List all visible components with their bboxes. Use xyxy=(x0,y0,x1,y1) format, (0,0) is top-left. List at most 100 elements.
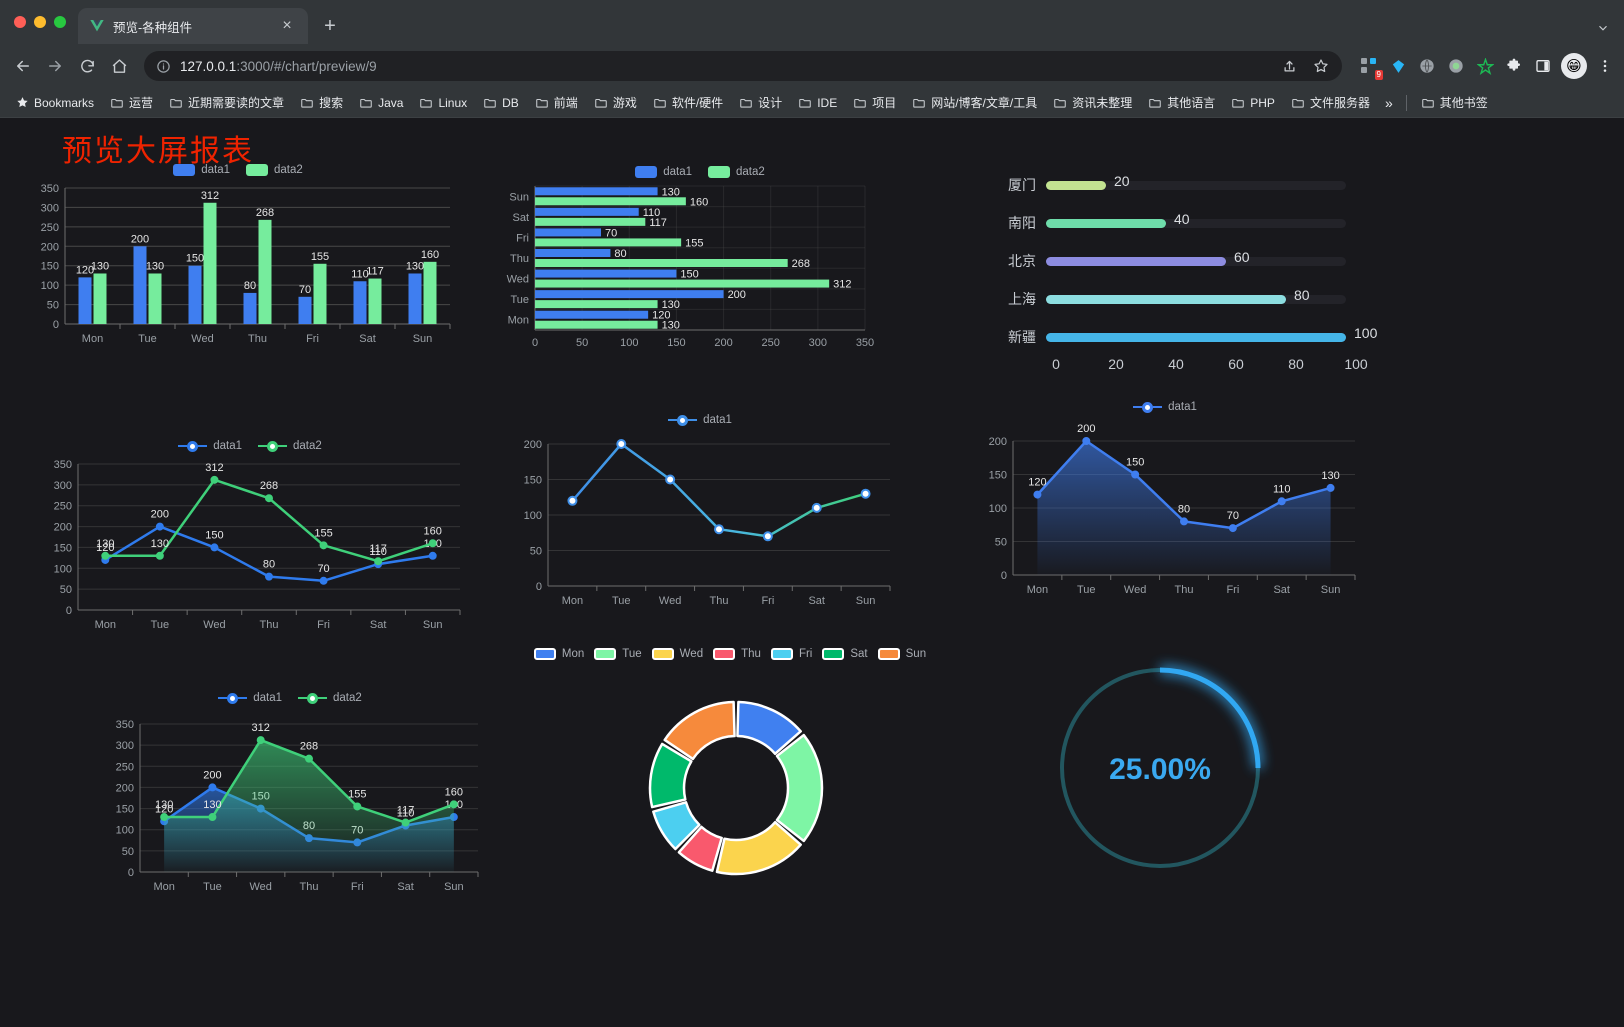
bookmark-label: 前端 xyxy=(553,96,578,110)
progress-bar-track[interactable]: 80 xyxy=(1046,287,1346,304)
point-value-label: 268 xyxy=(300,741,318,753)
folder-icon xyxy=(483,96,497,110)
progress-bar-row: 北京 60 xyxy=(1000,242,1400,280)
legend-line-marker xyxy=(258,440,287,452)
bookmark-folder[interactable]: DB xyxy=(476,93,526,113)
bookmark-folder[interactable]: 近期需要读的文章 xyxy=(162,91,291,114)
legend-item-data1[interactable]: data1 xyxy=(668,414,732,426)
legend-item-data1[interactable]: data1 xyxy=(635,166,692,178)
chevron-down-icon[interactable] xyxy=(1596,21,1610,38)
legend-item-data2[interactable]: data2 xyxy=(298,692,362,704)
bookmark-folder[interactable]: 设计 xyxy=(732,91,789,114)
bookmark-folder[interactable]: 运营 xyxy=(103,91,160,114)
progress-bar-row: 上海 80 xyxy=(1000,280,1400,318)
legend-label: data1 xyxy=(663,166,692,178)
home-icon[interactable] xyxy=(104,51,134,81)
area-line-chart-svg[interactable]: 0 50 100 150 200 Mon Tue Wed Thu Fri Sat Sun 120 200 1… xyxy=(965,413,1365,603)
bookmark-folder[interactable]: 游戏 xyxy=(587,91,644,114)
bookmark-folder[interactable]: 文件服务器 xyxy=(1284,91,1377,114)
forward-arrow-icon[interactable] xyxy=(40,51,70,81)
bookmark-label: 其他语言 xyxy=(1167,96,1216,110)
legend-item-data1[interactable]: data1 xyxy=(1133,401,1197,413)
back-arrow-icon[interactable] xyxy=(8,51,38,81)
star-outline-icon[interactable] xyxy=(1306,51,1336,81)
grouped-bar-chart-svg[interactable]: 050100150200250300350Mon120130Tue200130W… xyxy=(18,176,458,361)
share-icon[interactable] xyxy=(1274,51,1304,81)
point-value-label: 80 xyxy=(1178,503,1190,515)
maximize-window-button[interactable] xyxy=(54,16,66,28)
point-value-label: 120 xyxy=(1028,477,1046,489)
svg-text:250: 250 xyxy=(762,337,780,349)
new-tab-button[interactable]: + xyxy=(324,14,336,37)
bookmark-folder[interactable]: 其他语言 xyxy=(1141,91,1222,114)
three-dot-menu-icon[interactable] xyxy=(1594,55,1616,77)
bookmark-folder[interactable]: PHP xyxy=(1224,93,1282,113)
folder-icon xyxy=(1421,96,1435,110)
svg-text:Wed: Wed xyxy=(191,333,213,345)
bookmark-folder[interactable]: Java xyxy=(352,93,410,113)
folder-icon xyxy=(912,96,926,110)
progress-bar-track[interactable]: 60 xyxy=(1046,249,1346,266)
tab-strip: 预览-各种组件 × + xyxy=(0,0,1624,44)
svg-text:Tue: Tue xyxy=(1077,584,1096,596)
point-value-label: 268 xyxy=(260,480,278,492)
dual-area-chart-svg[interactable]: 0 50 100 150 200 250 300 350 Mon Tue Wed Thu Fri Sat S… xyxy=(90,704,490,899)
bookmarks-overflow-button[interactable]: » xyxy=(1384,94,1393,111)
legend-line-marker xyxy=(1133,401,1163,413)
legend-label: data2 xyxy=(333,692,362,704)
minimize-window-button[interactable] xyxy=(34,16,46,28)
legend-item-sun[interactable]: Sun xyxy=(877,648,926,660)
progress-bar-track[interactable]: 40 xyxy=(1046,211,1346,228)
legend-item-tue[interactable]: Tue xyxy=(594,648,642,660)
bookmark-folder[interactable]: 资讯未整理 xyxy=(1046,91,1139,114)
info-circle-icon[interactable] xyxy=(156,59,171,74)
bookmark-manager-item[interactable]: Bookmarks xyxy=(8,93,101,113)
legend-line-marker xyxy=(298,692,327,704)
legend-line-marker xyxy=(218,692,248,704)
circle-extension-icon[interactable] xyxy=(1445,55,1467,77)
legend-swatch xyxy=(651,648,674,660)
legend-item-data2[interactable]: data2 xyxy=(246,164,303,176)
diamond-extension-icon[interactable] xyxy=(1387,55,1409,77)
dual-line-chart-svg[interactable]: 0 50 100 150 200 250 300 350 Mon Tue Wed Thu Fri Sat S… xyxy=(30,452,470,644)
legend-item-data1[interactable]: data1 xyxy=(178,440,242,452)
legend-item-data1[interactable]: data1 xyxy=(218,692,282,704)
legend-item-thu[interactable]: Thu xyxy=(713,648,761,660)
legend-item-data1[interactable]: data1 xyxy=(173,164,230,176)
globe-extension-icon[interactable] xyxy=(1416,55,1438,77)
browser-tab[interactable]: 预览-各种组件 × xyxy=(78,8,308,44)
star-extension-icon[interactable] xyxy=(1474,55,1496,77)
other-bookmarks-folder[interactable]: 其他书签 xyxy=(1414,91,1495,114)
bookmark-folder[interactable]: 搜索 xyxy=(293,91,350,114)
legend-item-data2[interactable]: data2 xyxy=(258,440,322,452)
svg-text:Tue: Tue xyxy=(612,595,631,607)
bookmark-folder[interactable]: Linux xyxy=(412,93,474,113)
puzzle-extensions-icon[interactable] xyxy=(1503,55,1525,77)
sidepanel-icon[interactable] xyxy=(1532,55,1554,77)
reload-icon[interactable] xyxy=(72,51,102,81)
gradient-line-chart-svg[interactable]: 0 50 100 150 200 Mon Tue Wed Thu Fri Sat Sun xyxy=(500,426,900,616)
legend-item-data2[interactable]: data2 xyxy=(708,166,765,178)
donut-chart-svg[interactable] xyxy=(520,660,940,885)
legend-item-mon[interactable]: Mon xyxy=(533,648,584,660)
svg-text:50: 50 xyxy=(576,337,588,349)
legend-item-fri[interactable]: Fri xyxy=(770,648,812,660)
legend-item-wed[interactable]: Wed xyxy=(651,648,703,660)
data-point xyxy=(353,802,362,811)
close-tab-button[interactable]: × xyxy=(282,17,292,34)
close-window-button[interactable] xyxy=(14,16,26,28)
bookmark-folder[interactable]: 项目 xyxy=(846,91,903,114)
legend-item-sat[interactable]: Sat xyxy=(822,648,868,660)
gauge-chart-svg[interactable]: 25.00% xyxy=(1030,638,1290,898)
bookmark-folder[interactable]: 软件/硬件 xyxy=(646,91,730,114)
progress-bar-track[interactable]: 20 xyxy=(1046,173,1346,190)
grid-extension-icon[interactable]: 9 xyxy=(1358,55,1383,80)
profile-avatar[interactable]: 😁 xyxy=(1561,53,1587,79)
bar-value-label: 312 xyxy=(201,190,219,202)
address-bar[interactable]: 127.0.0.1:3000/#/chart/preview/9 xyxy=(144,51,1342,81)
bookmark-folder[interactable]: IDE xyxy=(791,93,844,113)
bookmark-folder[interactable]: 网站/博客/文章/工具 xyxy=(905,91,1044,114)
progress-bar-track[interactable]: 100 xyxy=(1046,325,1377,342)
bookmark-folder[interactable]: 前端 xyxy=(528,91,585,114)
